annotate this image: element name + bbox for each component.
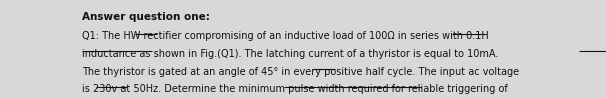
Text: Q1: The HW rectifier compromising of an inductive load of 100Ω in series with 0.: Q1: The HW rectifier compromising of an … — [82, 31, 488, 41]
Text: inductance as shown in Fig.(Q1). The latching current of a thyristor is equal to: inductance as shown in Fig.(Q1). The lat… — [82, 49, 498, 59]
Text: The thyristor is gated at an angle of 45° in every positive half cycle. The inpu: The thyristor is gated at an angle of 45… — [82, 67, 519, 77]
Text: is 230v at 50Hz. Determine the minimum pulse width required for reliable trigger: is 230v at 50Hz. Determine the minimum p… — [82, 84, 508, 94]
Text: Answer question one:: Answer question one: — [82, 12, 210, 22]
